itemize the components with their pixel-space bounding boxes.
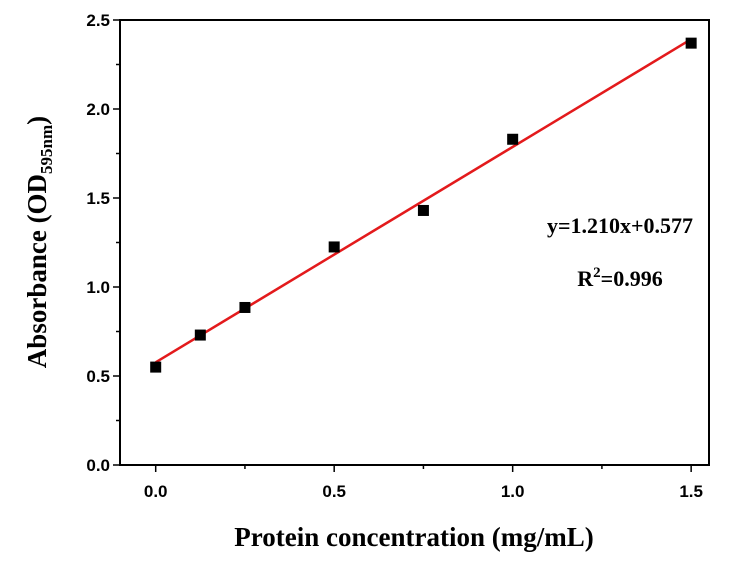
data-point xyxy=(328,241,340,253)
data-point xyxy=(194,329,206,341)
y-axis-title-close: ) xyxy=(22,116,52,125)
data-point xyxy=(507,133,519,145)
x-tick-label: 0.5 xyxy=(322,482,346,501)
fit-equation: y=1.210x+0.577 xyxy=(547,213,693,238)
data-point xyxy=(685,37,697,49)
r-squared-value: =0.996 xyxy=(601,266,663,291)
y-tick-label: 2.0 xyxy=(86,100,110,119)
y-tick-label: 0.5 xyxy=(86,367,110,386)
y-tick-label: 1.0 xyxy=(86,278,110,297)
y-axis-title-main: Absorbance (OD xyxy=(22,174,52,368)
y-axis-title-subscript: 595nm xyxy=(37,125,56,174)
r-squared-prefix: R xyxy=(577,266,594,291)
data-points xyxy=(150,37,697,373)
x-tick-label: 1.0 xyxy=(501,482,525,501)
y-tick-label: 2.5 xyxy=(86,11,110,30)
y-axis-title: Absorbance (OD595nm) xyxy=(22,116,56,368)
y-tick-label: 1.5 xyxy=(86,189,110,208)
fit-line-group xyxy=(155,38,692,364)
x-tick-label: 0.0 xyxy=(144,482,168,501)
data-point xyxy=(417,204,429,216)
plot-frame xyxy=(119,19,710,466)
x-axis-ticks: 0.0 0.5 1.0 1.5 xyxy=(144,465,703,501)
data-point xyxy=(150,361,162,373)
r-squared-superscript: 2 xyxy=(593,265,601,281)
data-point xyxy=(239,301,251,313)
x-tick-label: 1.5 xyxy=(679,482,703,501)
fit-line xyxy=(155,38,692,364)
r-squared-label: R2=0.996 xyxy=(577,265,662,291)
x-axis-title: Protein concentration (mg/mL) xyxy=(234,522,593,552)
plot-area-border xyxy=(119,19,710,466)
y-axis-ticks: 0.0 0.5 1.0 1.5 2.0 2.5 xyxy=(86,11,120,475)
y-tick-label: 0.0 xyxy=(86,456,110,475)
